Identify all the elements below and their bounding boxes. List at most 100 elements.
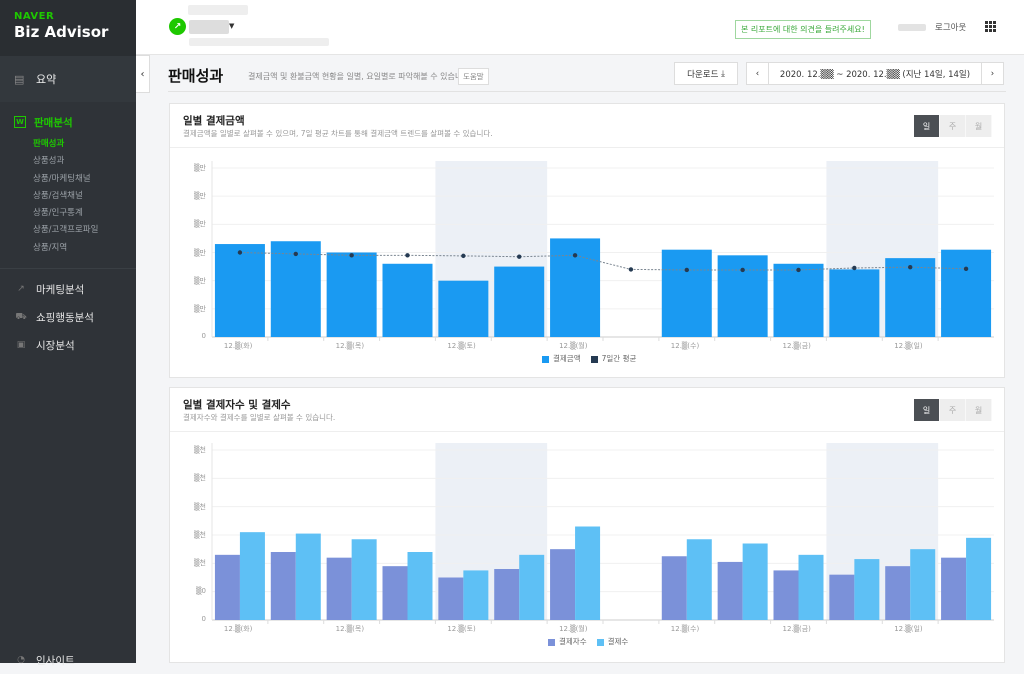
sidebar-collapse-button[interactable]: ‹ xyxy=(136,55,150,93)
avg-point[interactable] xyxy=(740,267,745,273)
y-tick-label: ▒천 xyxy=(194,474,206,483)
bar[interactable] xyxy=(829,269,880,337)
bar[interactable] xyxy=(717,561,743,620)
avg-point[interactable] xyxy=(293,251,298,257)
avg-point[interactable] xyxy=(852,265,857,271)
summary-icon: ▤ xyxy=(14,73,25,86)
caret-down-icon[interactable]: ▼ xyxy=(229,22,235,30)
bar[interactable] xyxy=(661,556,687,620)
period-month-button[interactable]: 월 xyxy=(966,399,992,421)
logout-link[interactable]: 로그아웃 xyxy=(935,23,967,33)
bar[interactable] xyxy=(575,526,601,621)
subnav-item-product-search[interactable]: 상품/검색채널 xyxy=(33,190,83,201)
period-day-button[interactable]: 일 xyxy=(914,115,940,137)
bar[interactable] xyxy=(326,252,377,338)
date-next-button[interactable]: › xyxy=(981,63,1003,84)
chart-legend: 결제자수 결제수 xyxy=(548,636,628,647)
store-status-icon: ↗ xyxy=(169,18,186,35)
bar[interactable] xyxy=(773,570,799,620)
bar[interactable] xyxy=(829,574,855,620)
bar[interactable] xyxy=(494,266,545,337)
y-tick-label: ▒만 xyxy=(194,192,206,201)
subnav-item-sales-performance[interactable]: 판매성과 xyxy=(33,139,65,149)
sidebar-item-insight[interactable]: ◔ 인사이트 xyxy=(0,646,75,674)
bar[interactable] xyxy=(295,533,321,620)
avg-point[interactable] xyxy=(237,250,243,255)
bar[interactable] xyxy=(854,559,880,620)
period-day-button[interactable]: 일 xyxy=(914,399,940,421)
bar[interactable] xyxy=(270,552,296,620)
bar[interactable] xyxy=(326,557,352,620)
avg-point[interactable] xyxy=(684,267,689,273)
insight-icon: ◔ xyxy=(17,655,25,665)
bar[interactable] xyxy=(742,543,768,621)
y-tick-label: ▒천 xyxy=(194,531,206,539)
bar[interactable] xyxy=(661,249,712,337)
daily-buyers-chart[interactable]: 0 ▒0 ▒천 ▒천 ▒천 ▒천 ▒천 12.▒(화) 12.▒(목) 12.▒(토) 12.▒(월… xyxy=(170,432,1004,662)
bar[interactable] xyxy=(382,566,408,620)
apps-grid-icon[interactable] xyxy=(985,21,996,32)
subnav-item-product-region[interactable]: 상품/지역 xyxy=(33,242,68,253)
help-button[interactable]: 도움말 xyxy=(458,68,489,85)
bar[interactable] xyxy=(798,554,824,620)
bar[interactable] xyxy=(941,249,992,337)
avg-point[interactable] xyxy=(628,267,634,272)
bar[interactable] xyxy=(519,554,545,620)
bar[interactable] xyxy=(239,532,265,620)
feedback-button[interactable]: 본 리포트에 대한 의견을 들려주세요! xyxy=(735,20,871,39)
bar[interactable] xyxy=(941,557,967,620)
subnav-item-product-marketing[interactable]: 상품/마케팅채널 xyxy=(33,173,91,184)
period-week-button[interactable]: 주 xyxy=(940,399,966,421)
bar[interactable] xyxy=(351,539,377,620)
bar[interactable] xyxy=(717,255,768,337)
legend-item[interactable]: 결제금액 xyxy=(542,353,581,364)
bar[interactable] xyxy=(382,263,433,337)
avg-point[interactable] xyxy=(405,253,410,258)
avg-point[interactable] xyxy=(572,253,578,258)
avg-point[interactable] xyxy=(908,264,913,270)
bar[interactable] xyxy=(270,241,321,337)
avg-point[interactable] xyxy=(349,253,354,258)
sidebar-item-summary[interactable]: ▤ 요약 xyxy=(0,56,136,102)
store-selector[interactable] xyxy=(189,20,229,34)
sidebar-item-market[interactable]: ▣ 시장분석 xyxy=(0,331,136,359)
avg-point[interactable] xyxy=(963,266,969,272)
y-tick-label: ▒만 xyxy=(194,248,206,257)
sidebar-item-label: 쇼핑행동분석 xyxy=(36,311,94,324)
date-prev-button[interactable]: ‹ xyxy=(747,63,769,84)
period-month-button[interactable]: 월 xyxy=(966,115,992,137)
bar[interactable] xyxy=(438,577,464,621)
bar[interactable] xyxy=(773,263,824,337)
bar[interactable] xyxy=(686,539,712,620)
date-range-text[interactable]: 2020. 12.▒▒ ~ 2020. 12.▒▒ (지난 14일, 14일) xyxy=(779,69,971,80)
bar[interactable] xyxy=(214,244,265,337)
avg-point[interactable] xyxy=(461,253,466,259)
brand-logo[interactable]: NAVER Biz Advisor xyxy=(0,0,136,56)
subnav-item-product-customer-profile[interactable]: 상품/고객프로파일 xyxy=(33,225,99,236)
bar[interactable] xyxy=(966,537,992,620)
bar[interactable] xyxy=(885,258,936,337)
bar[interactable] xyxy=(214,554,240,620)
bar[interactable] xyxy=(885,566,911,620)
download-button[interactable]: 다운로드 ⤓ xyxy=(674,62,738,85)
avg-point[interactable] xyxy=(517,254,522,259)
bar[interactable] xyxy=(494,569,520,620)
subnav-item-product-demographics[interactable]: 상품/인구통계 xyxy=(33,208,83,219)
legend-item[interactable]: 7일간 평균 xyxy=(590,353,636,364)
avg-point[interactable] xyxy=(796,267,801,273)
bar[interactable] xyxy=(407,552,433,620)
legend-item[interactable]: 결제자수 xyxy=(548,636,587,647)
daily-payment-chart[interactable]: 0 ▒만 ▒만 ▒만 ▒만 ▒만 ▒만 12.▒(화) 12.▒(목) 12.▒(토) 12.▒(월… xyxy=(170,148,1004,377)
y-tick-label: 0 xyxy=(201,615,206,623)
sidebar-item-sales-analysis[interactable]: W 판매분석 xyxy=(0,108,136,136)
bar[interactable] xyxy=(463,570,489,620)
subnav-item-product-performance[interactable]: 상품성과 xyxy=(33,156,65,167)
legend-item[interactable]: 결제수 xyxy=(596,636,628,647)
bar[interactable] xyxy=(438,280,489,337)
sidebar-item-shopping[interactable]: ⛟ 쇼핑행동분석 xyxy=(0,303,136,331)
bar[interactable] xyxy=(910,549,936,620)
daily-buyers-card: 일별 결제자수 및 결제수 결제자수와 결제수를 일별로 살펴볼 수 있습니다.… xyxy=(169,387,1005,663)
bar[interactable] xyxy=(550,549,576,620)
sidebar-item-marketing[interactable]: ↗ 마케팅분석 xyxy=(0,275,136,303)
period-week-button[interactable]: 주 xyxy=(940,115,966,137)
